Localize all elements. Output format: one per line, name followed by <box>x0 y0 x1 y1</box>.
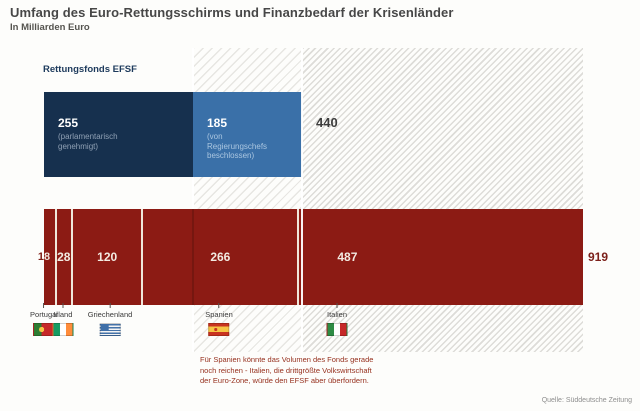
country-label-irland: Irland <box>53 310 73 319</box>
spanien-flag-icon <box>208 323 230 336</box>
needs-value-portugal: 18 <box>37 251 51 263</box>
tick-griechenland <box>109 303 111 308</box>
needs-segment-portugal: 18 <box>38 209 55 305</box>
tick-spanien <box>218 303 220 308</box>
axis-item-griechenland: Griechenland <box>87 303 133 336</box>
chart-subtitle: In Milliarden Euro <box>10 22 90 33</box>
efsf-decided-note: (von Regierungschefs beschlossen) <box>207 132 268 160</box>
guide-line-255-bar-seam <box>192 209 194 305</box>
needs-total-label: 919 <box>588 250 609 264</box>
axis-item-irland: Irland <box>52 303 74 336</box>
country-label-spanien: Spanien <box>205 310 233 319</box>
griechenland-flag-icon <box>99 323 121 336</box>
tick-irland <box>62 303 64 308</box>
needs-segment-irland: 28 <box>54 209 71 305</box>
needs-bar: 18 28 120 266 487 <box>38 209 583 305</box>
needs-segment-spanien: 266 <box>141 209 298 305</box>
footnote-line-1: Für Spanien könnte das Volumen des Fonds… <box>200 355 374 364</box>
efsf-total-label: 440 <box>316 115 338 130</box>
efsf-bar-label: Rettungsfonds EFSF <box>43 64 137 75</box>
needs-value-irland: 28 <box>57 250 71 264</box>
source-credit: Quelle: Süddeutsche Zeitung <box>541 397 632 404</box>
country-label-italien: Italien <box>326 310 347 319</box>
needs-value-italien: 487 <box>337 250 358 264</box>
axis-item-spanien: Spanien <box>205 303 233 336</box>
italien-flag-icon <box>326 323 348 336</box>
footnote: Für Spanien könnte das Volumen des Fonds… <box>200 355 373 387</box>
efsf-approved-value: 255 <box>58 116 79 130</box>
guide-line-440 <box>301 48 303 352</box>
needs-segment-italien: 487 <box>297 209 583 305</box>
footnote-line-2: noch reichen - Italien, die drittgrößte … <box>200 365 372 375</box>
needs-value-griechenland: 120 <box>97 250 118 264</box>
tick-portugal <box>43 303 45 308</box>
efsf-segment-decided: 185 (von Regierungschefs beschlossen) <box>193 92 302 177</box>
portugal-flag-icon <box>33 323 55 336</box>
efsf-approved-note: (parlamentarisch genehmigt) <box>58 132 118 151</box>
chart-title: Umfang des Euro-Rettungsschirms und Fina… <box>10 5 454 20</box>
efsf-segment-approved: 255 (parlamentarisch genehmigt) <box>44 92 193 177</box>
guide-line-255 <box>192 48 194 352</box>
needs-value-spanien: 266 <box>210 250 231 264</box>
country-label-griechenland: Griechenland <box>87 310 133 319</box>
tick-italien <box>336 303 338 308</box>
country-label-portugal: Portugal <box>30 310 58 319</box>
footnote-line-3: der Euro-Zone, würde den EFSF aber überf… <box>200 376 369 385</box>
efsf-decided-value: 185 <box>207 116 228 130</box>
axis-item-italien: Italien <box>326 303 348 336</box>
needs-segment-griechenland: 120 <box>70 209 142 305</box>
irland-flag-icon <box>52 323 74 336</box>
